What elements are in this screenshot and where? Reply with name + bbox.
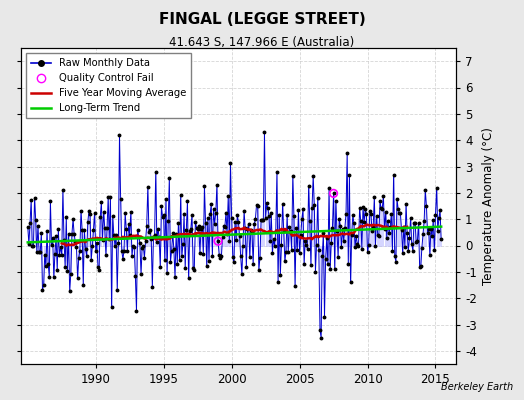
Legend: Raw Monthly Data, Quality Control Fail, Five Year Moving Average, Long-Term Tren: Raw Monthly Data, Quality Control Fail, … xyxy=(26,53,191,118)
Point xyxy=(330,190,338,196)
Text: 41.643 S, 147.966 E (Australia): 41.643 S, 147.966 E (Australia) xyxy=(169,36,355,49)
Point xyxy=(214,238,222,244)
Text: Berkeley Earth: Berkeley Earth xyxy=(441,382,514,392)
Y-axis label: Temperature Anomaly (°C): Temperature Anomaly (°C) xyxy=(482,127,495,285)
Text: FINGAL (LEGGE STREET): FINGAL (LEGGE STREET) xyxy=(159,12,365,27)
